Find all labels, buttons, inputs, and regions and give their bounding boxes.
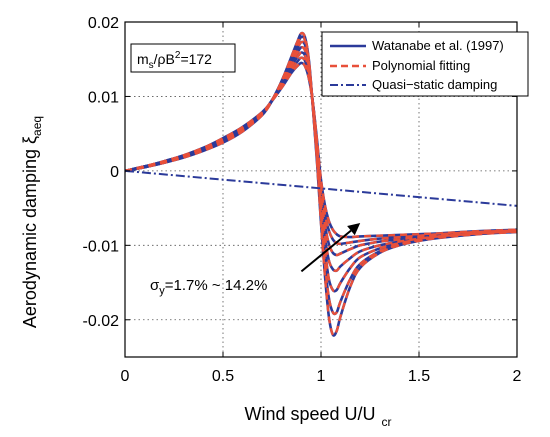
x-tick-label-4: 2 bbox=[513, 368, 522, 385]
legend-label-watanabe: Watanabe et al. (1997) bbox=[372, 38, 504, 53]
arrow-head bbox=[347, 223, 361, 236]
x-tick-label-2: 1 bbox=[317, 368, 326, 385]
legend: Watanabe et al. (1997) Polynomial fittin… bbox=[321, 31, 529, 97]
x-tick-label-0: 0 bbox=[121, 368, 130, 385]
legend-label-quasi-static: Quasi−static damping bbox=[372, 77, 497, 92]
x-tick-label-1: 0.5 bbox=[212, 368, 234, 385]
y-axis-title: Aerodynamic damping ξaeq bbox=[20, 116, 44, 328]
arrow-shaft bbox=[300, 229, 352, 273]
x-tick-label-3: 1.5 bbox=[408, 368, 430, 385]
mass-ratio-mid: /ρB bbox=[154, 51, 175, 67]
sigma-arrow bbox=[300, 223, 361, 273]
x-axis-title: Wind speed U/U cr bbox=[244, 404, 391, 429]
y-tick-label-0: -0.02 bbox=[83, 313, 120, 330]
mass-ratio-tail: =172 bbox=[180, 51, 212, 67]
mass-ratio-sub: s bbox=[149, 60, 154, 71]
mass-ratio-sup: 2 bbox=[175, 50, 181, 61]
series-polynomial-5 bbox=[124, 56, 518, 246]
series-polynomial-6 bbox=[124, 61, 518, 239]
y-tick-label-1: -0.01 bbox=[83, 238, 120, 255]
sigma-annotation: σy=1.7% ~ 14.2% bbox=[150, 277, 267, 297]
axis-ticks: 0 0.5 1 1.5 2 -0.02 -0.01 0 0.01 0.02 bbox=[83, 15, 522, 385]
legend-label-polynomial: Polynomial fitting bbox=[372, 58, 470, 73]
mass-ratio-box: ms/ρB2=172 bbox=[130, 43, 236, 73]
y-tick-label-2: 0 bbox=[110, 164, 119, 181]
x-axis-title-main: Wind speed U/U bbox=[244, 404, 375, 424]
sigma-sub: y bbox=[159, 285, 165, 297]
y-tick-label-4: 0.02 bbox=[88, 15, 119, 32]
series-quasi-static bbox=[124, 169, 518, 207]
y-axis-title-main: Aerodynamic damping ξ bbox=[20, 136, 40, 328]
y-axis-title-sub: aeq bbox=[30, 116, 44, 136]
sigma-base: σ bbox=[150, 277, 160, 294]
series-layer bbox=[124, 31, 518, 337]
y-tick-label-3: 0.01 bbox=[88, 89, 119, 106]
mass-ratio-label: ms/ρB2=172 bbox=[137, 50, 212, 71]
x-axis-title-sub: cr bbox=[382, 415, 392, 429]
sigma-tail: =1.7% ~ 14.2% bbox=[165, 277, 268, 294]
mass-ratio-base: m bbox=[137, 51, 149, 67]
mass-ratio-frame bbox=[130, 43, 236, 73]
legend-frame bbox=[321, 31, 529, 97]
